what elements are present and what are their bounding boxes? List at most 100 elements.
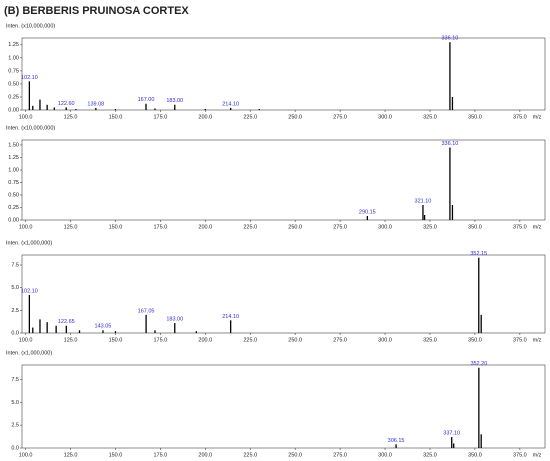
x-tick-label: 300.0 <box>378 224 392 230</box>
peak-label: 290.15 <box>359 209 376 215</box>
peak-label: 306.15 <box>388 438 405 444</box>
x-tick-label: 175.0 <box>154 224 168 230</box>
x-tick-label: 350.0 <box>468 337 482 343</box>
peak-label: 122.65 <box>58 319 75 325</box>
peak-label: 336.10 <box>442 36 459 42</box>
peak-label: 143.05 <box>95 324 112 330</box>
x-tick-label: 100.0 <box>19 337 33 343</box>
x-tick-label: 150.0 <box>109 224 123 230</box>
x-tick-label: 250.0 <box>288 224 302 230</box>
x-tick-label: 125.0 <box>64 114 78 120</box>
peak-label: 321.10 <box>415 198 432 204</box>
x-tick-label: 225.0 <box>243 337 257 343</box>
y-tick-label: 0.0 <box>11 445 19 451</box>
peak-label: 102.10 <box>21 288 38 294</box>
x-tick-label: 375.0 <box>513 337 527 343</box>
x-tick-label: 375.0 <box>513 452 527 458</box>
figure-title: (B) BERBERIS PRUINOSA CORTEX <box>4 5 189 17</box>
y-tick-label: 0.25 <box>8 205 19 211</box>
x-tick-label: 350.0 <box>468 452 482 458</box>
peak-label: 102.10 <box>21 75 38 81</box>
y-tick-label: 2.5 <box>11 423 19 429</box>
y-tick-label: 0.75 <box>8 180 19 186</box>
x-tick-label: 275.0 <box>333 452 347 458</box>
x-tick-label: 250.0 <box>288 114 302 120</box>
x-tick-label: 325.0 <box>423 452 437 458</box>
x-tick-label: 225.0 <box>243 224 257 230</box>
x-tick-label: 250.0 <box>288 337 302 343</box>
peak-label: 337.10 <box>443 431 460 437</box>
x-tick-label: 125.0 <box>64 337 78 343</box>
y-tick-label: 1.00 <box>8 55 19 61</box>
x-tick-label: 300.0 <box>378 337 392 343</box>
x-tick-label: 150.0 <box>109 452 123 458</box>
x-tick-label: 150.0 <box>109 337 123 343</box>
x-tick-label: 325.0 <box>423 114 437 120</box>
y-tick-label: 0.00 <box>8 217 19 223</box>
y-tick-label: 1.50 <box>8 142 19 148</box>
y-axis-label: Inten. (x10,000,000) <box>6 23 55 29</box>
peak-label: 352.15 <box>470 251 487 257</box>
x-tick-label: 150.0 <box>109 114 123 120</box>
y-tick-label: 1.25 <box>8 42 19 48</box>
x-tick-label: 125.0 <box>64 224 78 230</box>
x-tick-label: 275.0 <box>333 224 347 230</box>
plot-frame <box>21 139 546 221</box>
x-tick-label: 350.0 <box>468 114 482 120</box>
x-tick-label: 375.0 <box>513 114 527 120</box>
x-tick-label: 375.0 <box>513 224 527 230</box>
x-axis-label: m/z <box>533 224 542 230</box>
x-tick-label: 350.0 <box>468 224 482 230</box>
x-tick-label: 250.0 <box>288 452 302 458</box>
x-tick-label: 200.0 <box>198 114 212 120</box>
x-tick-label: 300.0 <box>378 452 392 458</box>
peak-label: 214.10 <box>222 314 239 320</box>
y-tick-label: 5.0 <box>11 285 19 291</box>
x-tick-label: 100.0 <box>19 452 33 458</box>
peak-label: 122.60 <box>58 101 75 107</box>
peak-label: 214.10 <box>222 101 239 107</box>
y-tick-label: 5.0 <box>11 400 19 406</box>
plot-frame <box>21 37 546 111</box>
peak-label: 167.00 <box>138 97 155 103</box>
x-axis-label: m/z <box>533 114 542 120</box>
x-tick-label: 225.0 <box>243 452 257 458</box>
y-tick-label: 0.0 <box>11 330 19 336</box>
peak-label: 167.05 <box>138 308 155 314</box>
x-tick-label: 225.0 <box>243 114 257 120</box>
y-tick-label: 0.75 <box>8 68 19 74</box>
x-tick-label: 100.0 <box>19 224 33 230</box>
plot-frame <box>21 254 546 334</box>
y-tick-label: 0.50 <box>8 81 19 87</box>
x-tick-label: 100.0 <box>19 114 33 120</box>
x-tick-label: 325.0 <box>423 337 437 343</box>
x-tick-label: 275.0 <box>333 114 347 120</box>
peak-label: 183.00 <box>166 316 183 322</box>
y-tick-label: 2.5 <box>11 308 19 314</box>
x-tick-label: 200.0 <box>198 337 212 343</box>
y-axis-label: Inten. (x1,000,000) <box>6 350 52 356</box>
y-tick-label: 7.5 <box>11 377 19 383</box>
x-tick-label: 275.0 <box>333 337 347 343</box>
y-axis-label: Inten. (x10,000,000) <box>6 125 55 131</box>
y-axis-label: Inten. (x1,000,000) <box>6 240 52 246</box>
peak-label: 352.20 <box>470 361 487 367</box>
y-tick-label: 1.25 <box>8 155 19 161</box>
y-tick-label: 0.00 <box>8 107 19 113</box>
x-axis-label: m/z <box>533 337 542 343</box>
plot-frame <box>21 364 546 449</box>
x-tick-label: 175.0 <box>154 337 168 343</box>
peak-label: 336.10 <box>442 141 459 147</box>
x-tick-label: 125.0 <box>64 452 78 458</box>
peak-label: 139.08 <box>87 101 104 107</box>
peak-label: 183.00 <box>166 98 183 104</box>
y-tick-label: 1.00 <box>8 167 19 173</box>
y-tick-label: 0.25 <box>8 94 19 100</box>
x-tick-label: 200.0 <box>198 224 212 230</box>
x-tick-label: 175.0 <box>154 114 168 120</box>
x-tick-label: 175.0 <box>154 452 168 458</box>
x-tick-label: 325.0 <box>423 224 437 230</box>
y-tick-label: 7.5 <box>11 262 19 268</box>
y-tick-label: 0.50 <box>8 192 19 198</box>
x-tick-label: 200.0 <box>198 452 212 458</box>
